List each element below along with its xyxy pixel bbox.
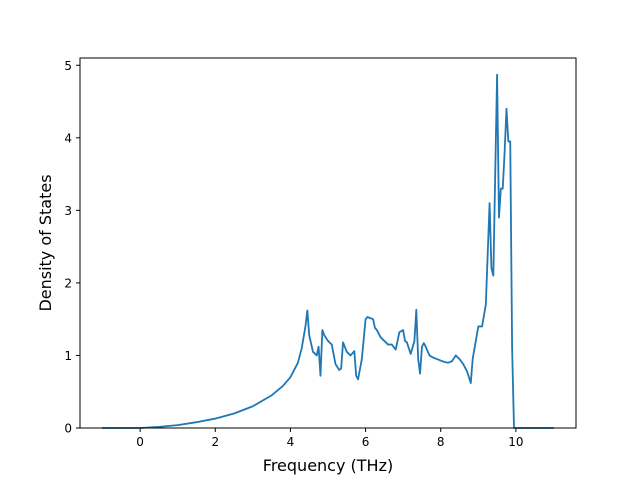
y-axis-label: Density of States xyxy=(36,174,55,311)
y-tick-label: 5 xyxy=(64,59,72,73)
y-tick-label: 4 xyxy=(64,131,72,145)
x-tick-label: 8 xyxy=(437,435,445,449)
x-axis-label: Frequency (THz) xyxy=(263,456,393,475)
y-tick-label: 1 xyxy=(64,349,72,363)
dos-line xyxy=(101,73,555,429)
ticks-layer: 0 2 4 6 8 10 0 1 2 3 4 5 xyxy=(64,59,523,449)
x-tick-label: 4 xyxy=(287,435,295,449)
y-tick-label: 3 xyxy=(64,204,72,218)
x-tick-label: 2 xyxy=(211,435,219,449)
x-tick-label: 0 xyxy=(136,435,144,449)
plot-frame xyxy=(79,57,577,429)
y-tick-label: 0 xyxy=(64,422,72,436)
x-tick-label: 6 xyxy=(362,435,370,449)
x-tick-label: 10 xyxy=(508,435,523,449)
y-tick-label: 2 xyxy=(64,276,72,290)
